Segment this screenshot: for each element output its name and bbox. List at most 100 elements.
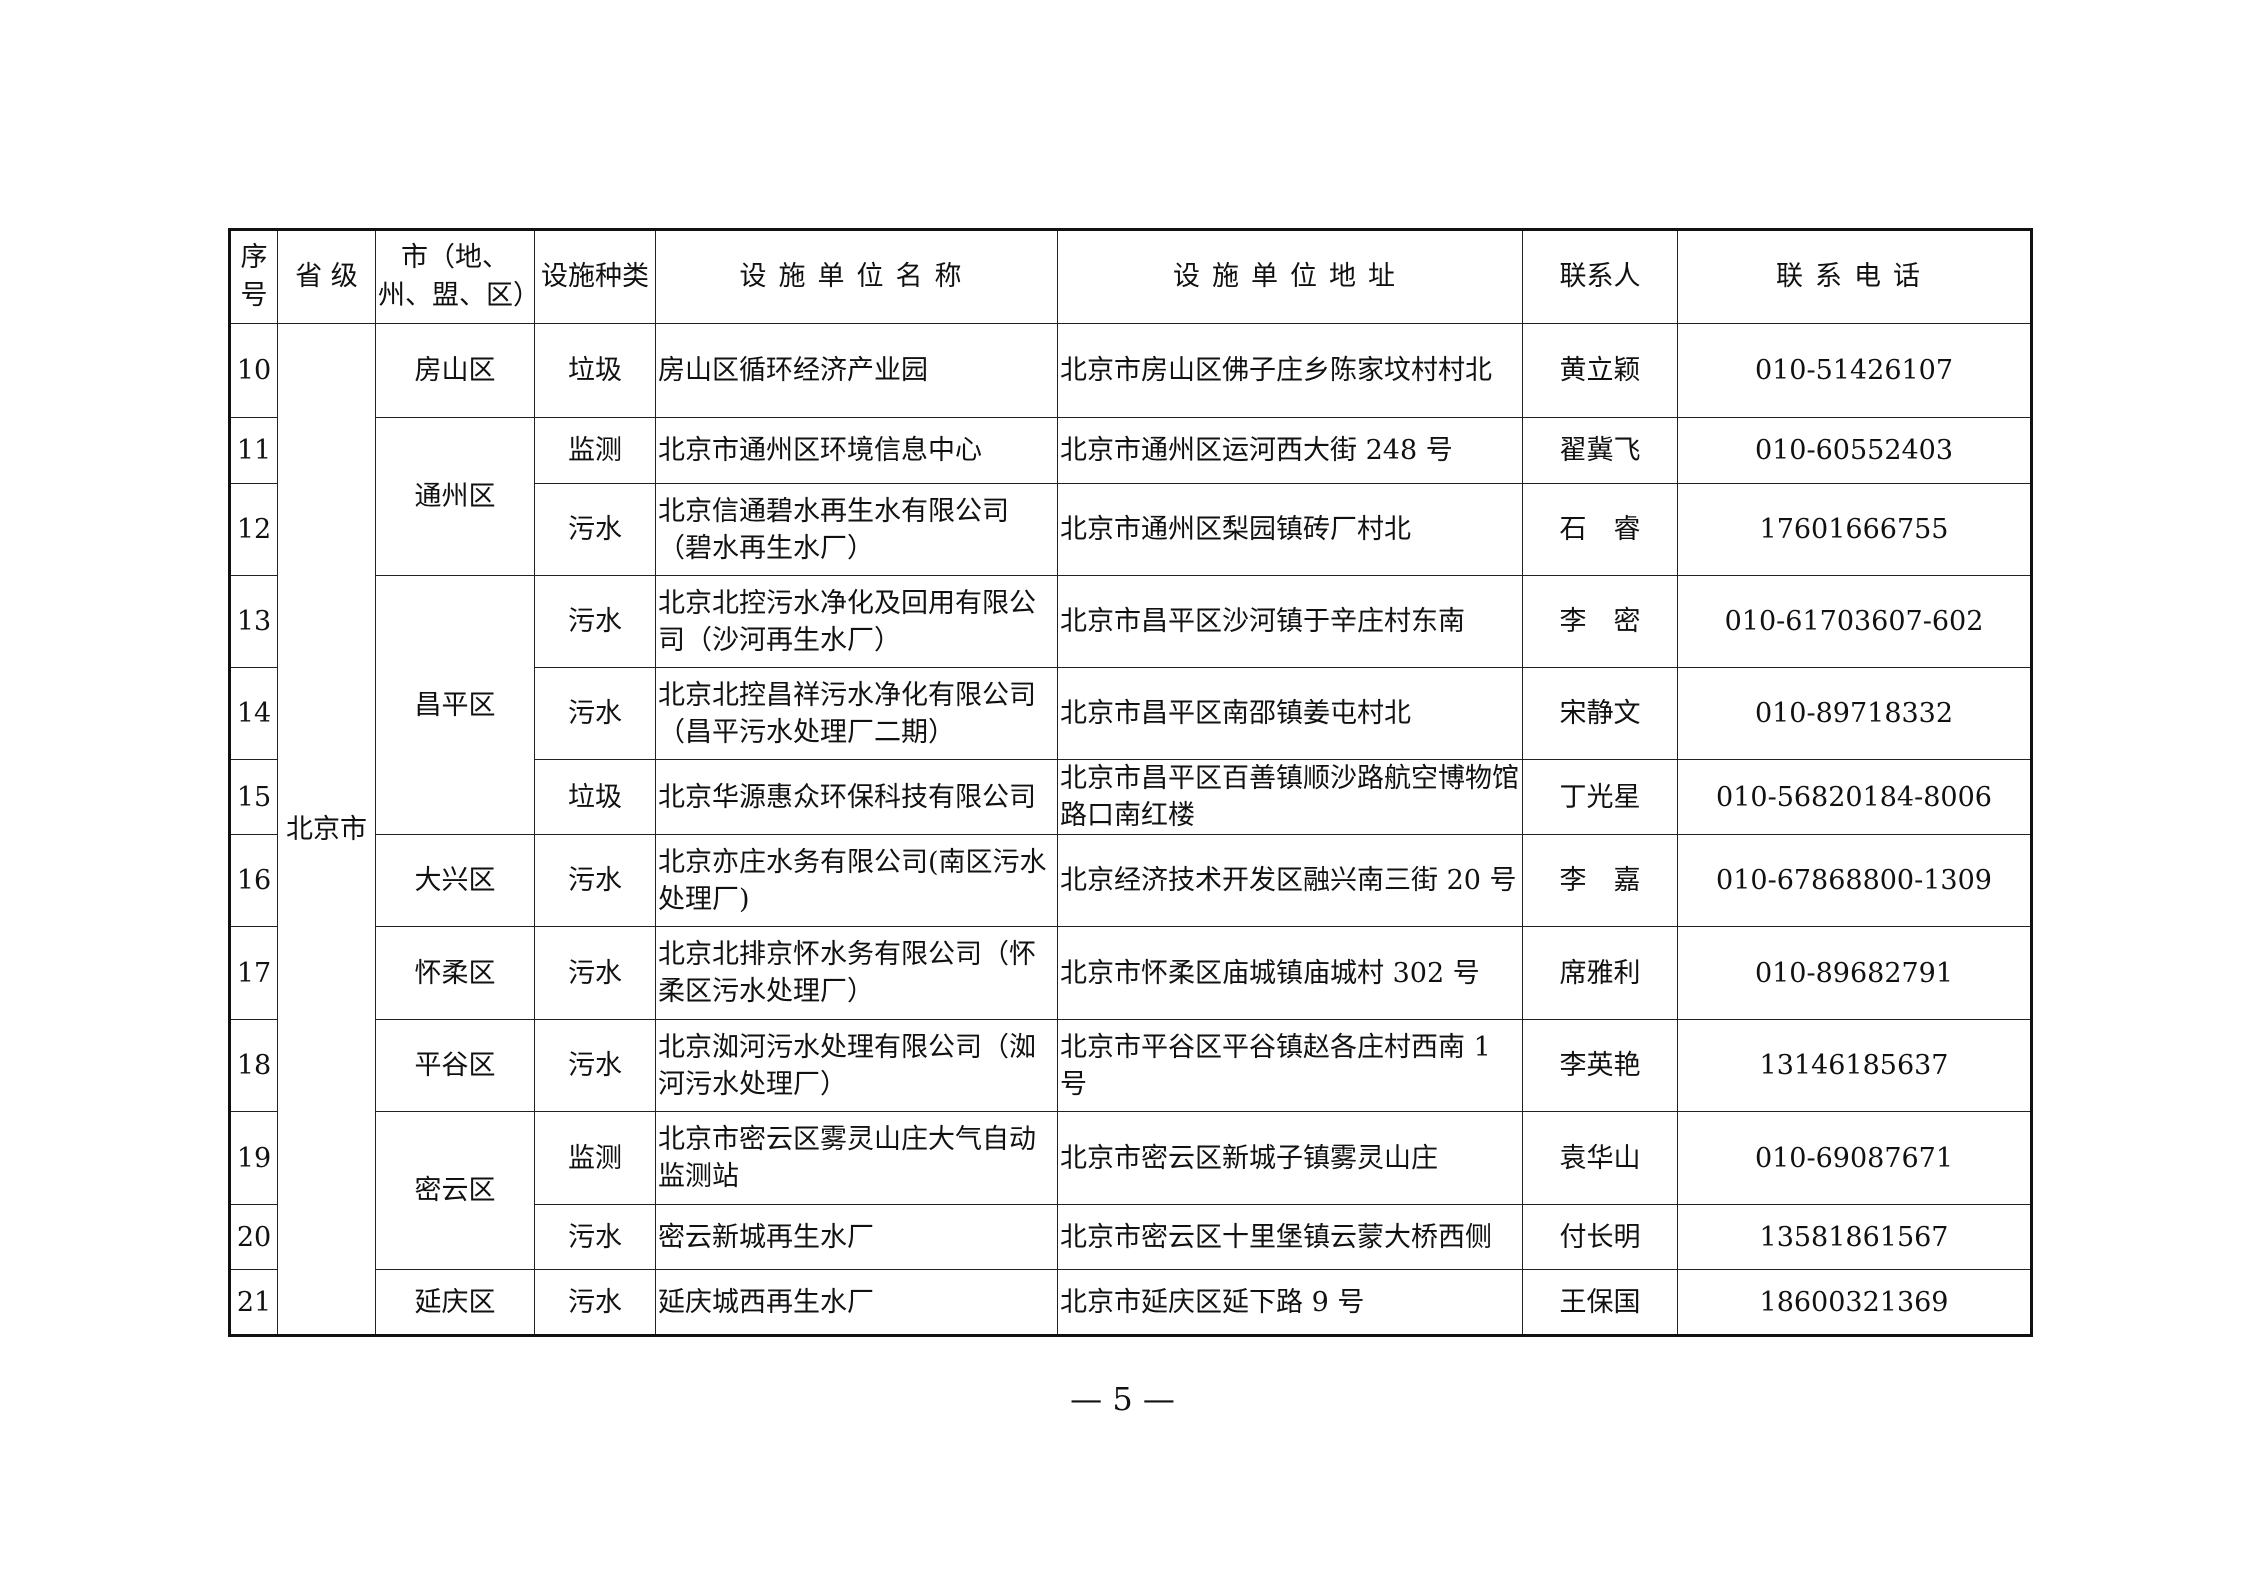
header-city: 市（地、州、盟、区）	[375, 229, 535, 324]
facility-address-cell: 北京市通州区运河西大街 248 号	[1057, 417, 1523, 484]
phone-cell: 010-67868800-1309	[1677, 834, 2032, 927]
table-row: 14 污水 北京北控昌祥污水净化有限公司（昌平污水处理厂二期） 北京市昌平区南邵镇姜屯…	[229, 667, 2032, 760]
header-contact: 联系人	[1522, 229, 1678, 324]
type-cell: 监测	[534, 417, 656, 484]
contact-cell: 丁光星	[1522, 759, 1678, 835]
type-cell: 污水	[534, 926, 656, 1020]
contact-cell: 席雅利	[1522, 926, 1678, 1020]
facility-table: 序号 省 级 市（地、州、盟、区） 设施种类 设施单位名称 设施单位地址 联系人…	[228, 228, 2033, 1337]
type-cell: 污水	[534, 483, 656, 576]
table-body: 10 北京市 房山区 垃圾 房山区循环经济产业园 北京市房山区佛子庄乡陈家坟村村北 黄立颖 0…	[229, 323, 2032, 1336]
facility-name-cell: 北京北排京怀水务有限公司（怀柔区污水处理厂）	[655, 926, 1058, 1020]
table-row: 10 北京市 房山区 垃圾 房山区循环经济产业园 北京市房山区佛子庄乡陈家坟村村北 黄立颖 0…	[229, 323, 2032, 1336]
facility-name-cell: 北京北控昌祥污水净化有限公司（昌平污水处理厂二期）	[655, 667, 1058, 760]
facility-name-cell: 北京亦庄水务有限公司(南区污水处理厂)	[655, 834, 1058, 927]
facility-address-cell: 北京市昌平区沙河镇于辛庄村东南	[1057, 575, 1523, 668]
district-cell: 昌平区	[375, 575, 535, 835]
header-address: 设施单位地址	[1057, 229, 1523, 324]
table-row: 18 平谷区 污水 北京洳河污水处理有限公司（洳河污水处理厂） 北京市平谷区平谷镇赵各庄…	[229, 1019, 2032, 1112]
type-cell: 污水	[534, 575, 656, 668]
phone-cell: 010-89718332	[1677, 667, 2032, 760]
seq-cell: 14	[229, 667, 278, 760]
district-cell: 密云区	[375, 1111, 535, 1270]
facility-address-cell: 北京市通州区梨园镇砖厂村北	[1057, 483, 1523, 576]
district-cell: 房山区	[375, 323, 535, 418]
table-row: 20 污水 密云新城再生水厂 北京市密云区十里堡镇云蒙大桥西侧 付长明 135818615…	[229, 1204, 2032, 1270]
header-province: 省 级	[277, 229, 376, 324]
type-cell: 污水	[534, 667, 656, 760]
facility-address-cell: 北京市平谷区平谷镇赵各庄村西南 1 号	[1057, 1019, 1523, 1112]
facility-address-cell: 北京市昌平区南邵镇姜屯村北	[1057, 667, 1523, 760]
phone-cell: 010-51426107	[1677, 323, 2032, 418]
header-seq: 序号	[229, 229, 278, 324]
table-header-row: 序号 省 级 市（地、州、盟、区） 设施种类 设施单位名称 设施单位地址 联系人…	[229, 229, 2032, 324]
province-cell: 北京市	[277, 323, 376, 1336]
seq-cell: 10	[229, 323, 278, 418]
facility-name-cell: 房山区循环经济产业园	[655, 323, 1058, 418]
phone-cell: 010-69087671	[1677, 1111, 2032, 1205]
district-cell: 通州区	[375, 417, 535, 576]
table-row: 21 延庆区 污水 延庆城西再生水厂 北京市延庆区延下路 9 号王保国 186003213…	[229, 1269, 2032, 1336]
phone-cell: 13146185637	[1677, 1019, 2032, 1112]
phone-cell: 010-61703607-602	[1677, 575, 2032, 668]
type-cell: 污水	[534, 1019, 656, 1112]
district-cell: 延庆区	[375, 1269, 535, 1336]
seq-cell: 16	[229, 834, 278, 927]
seq-cell: 19	[229, 1111, 278, 1205]
seq-cell: 21	[229, 1269, 278, 1336]
phone-cell: 010-89682791	[1677, 926, 2032, 1020]
facility-address-cell: 北京市密云区十里堡镇云蒙大桥西侧	[1057, 1204, 1523, 1270]
type-cell: 污水	[534, 1269, 656, 1336]
phone-cell: 18600321369	[1677, 1269, 2032, 1336]
district-cell: 大兴区	[375, 834, 535, 927]
type-cell: 污水	[534, 834, 656, 927]
phone-cell: 010-56820184-8006	[1677, 759, 2032, 835]
header-name: 设施单位名称	[655, 229, 1058, 324]
seq-cell: 12	[229, 483, 278, 576]
header-type: 设施种类	[534, 229, 656, 324]
contact-cell: 王保国	[1522, 1269, 1678, 1336]
seq-cell: 13	[229, 575, 278, 668]
facility-name-cell: 北京市密云区雾灵山庄大气自动监测站	[655, 1111, 1058, 1205]
facility-address-cell: 北京经济技术开发区融兴南三街 20 号	[1057, 834, 1523, 927]
district-cell: 怀柔区	[375, 926, 535, 1020]
facility-name-cell: 北京华源惠众环保科技有限公司	[655, 759, 1058, 835]
type-cell: 污水	[534, 1204, 656, 1270]
facility-name-cell: 密云新城再生水厂	[655, 1204, 1058, 1270]
type-cell: 监测	[534, 1111, 656, 1205]
type-cell: 垃圾	[534, 323, 656, 418]
contact-cell: 宋静文	[1522, 667, 1678, 760]
phone-cell: 010-60552403	[1677, 417, 2032, 484]
contact-cell: 石 睿	[1522, 483, 1678, 576]
facility-address-cell: 北京市怀柔区庙城镇庙城村 302 号	[1057, 926, 1523, 1020]
table-row: 15 垃圾 北京华源惠众环保科技有限公司 北京市昌平区百善镇顺沙路航空博物馆路口南红楼…	[229, 759, 2032, 835]
facility-address-cell: 北京市延庆区延下路 9 号	[1057, 1269, 1523, 1336]
table-row: 19 密云区 监测 北京市密云区雾灵山庄大气自动监测站 北京市密云区新城子镇雾灵山庄 袁华…	[229, 1111, 2032, 1270]
contact-cell: 袁华山	[1522, 1111, 1678, 1205]
table-row: 13 昌平区 污水 北京北控污水净化及回用有限公司（沙河再生水厂） 北京市昌平区沙河镇于…	[229, 575, 2032, 835]
table-row: 12 污水 北京信通碧水再生水有限公司（碧水再生水厂） 北京市通州区梨园镇砖厂村北石 …	[229, 483, 2032, 576]
district-cell: 平谷区	[375, 1019, 535, 1112]
facility-name-cell: 北京洳河污水处理有限公司（洳河污水处理厂）	[655, 1019, 1058, 1112]
facility-name-cell: 北京市通州区环境信息中心	[655, 417, 1058, 484]
table-row: 17 怀柔区 污水 北京北排京怀水务有限公司（怀柔区污水处理厂） 北京市怀柔区庙城镇庙城…	[229, 926, 2032, 1020]
facility-address-cell: 北京市密云区新城子镇雾灵山庄	[1057, 1111, 1523, 1205]
contact-cell: 付长明	[1522, 1204, 1678, 1270]
contact-cell: 黄立颖	[1522, 323, 1678, 418]
page-number: — 5 —	[1070, 1380, 1175, 1418]
contact-cell: 李 嘉	[1522, 834, 1678, 927]
seq-cell: 15	[229, 759, 278, 835]
seq-cell: 18	[229, 1019, 278, 1112]
facility-address-cell: 北京市昌平区百善镇顺沙路航空博物馆路口南红楼	[1057, 759, 1523, 835]
seq-cell: 20	[229, 1204, 278, 1270]
seq-cell: 17	[229, 926, 278, 1020]
facility-name-cell: 延庆城西再生水厂	[655, 1269, 1058, 1336]
contact-cell: 翟冀飞	[1522, 417, 1678, 484]
contact-cell: 李英艳	[1522, 1019, 1678, 1112]
table-row: 16 大兴区 污水 北京亦庄水务有限公司(南区污水处理厂) 北京经济技术开发区融兴南三街…	[229, 834, 2032, 927]
phone-cell: 17601666755	[1677, 483, 2032, 576]
contact-cell: 李 密	[1522, 575, 1678, 668]
facility-name-cell: 北京北控污水净化及回用有限公司（沙河再生水厂）	[655, 575, 1058, 668]
type-cell: 垃圾	[534, 759, 656, 835]
header-phone: 联系电话	[1677, 229, 2032, 324]
